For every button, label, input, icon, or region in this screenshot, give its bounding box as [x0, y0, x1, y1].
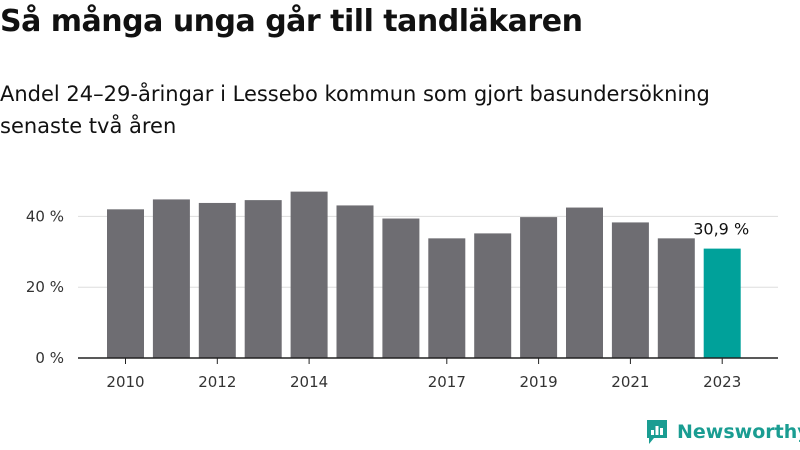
bar-2016 [382, 218, 420, 358]
chart-subtitle: Andel 24–29-åringar i Lessebo kommun som… [0, 82, 710, 138]
bar-2012 [198, 202, 236, 358]
x-tick-label: 2019 [520, 373, 558, 391]
bar-2020 [566, 207, 603, 358]
x-tick-label: 2012 [198, 373, 236, 391]
x-tick-label: 2010 [106, 373, 144, 391]
newsworthy-logo[interactable]: Newsworthy [645, 418, 800, 446]
newsworthy-logo-icon [647, 420, 667, 444]
bar-2021 [611, 222, 649, 358]
bar-2017 [428, 238, 466, 358]
bar-2013 [244, 200, 282, 358]
bar-2023 [703, 248, 741, 358]
bar-2010 [107, 209, 144, 358]
bar-2011 [152, 199, 190, 358]
data-label: 30,9 % [693, 220, 749, 239]
bar-2022 [657, 238, 695, 358]
bar-2015 [336, 205, 374, 358]
x-tick-label: 2014 [290, 373, 328, 391]
chart-title: Så många unga går till tandläkaren [0, 4, 583, 39]
x-tick-label: 2023 [703, 373, 741, 391]
bar-2018 [474, 233, 512, 358]
x-tick-label: 2021 [611, 373, 649, 391]
y-tick-label: 40 % [26, 207, 64, 225]
x-tick-label: 2017 [428, 373, 466, 391]
bar-2019 [520, 217, 558, 358]
y-tick-label: 0 % [35, 349, 64, 367]
bar-2014 [290, 191, 328, 358]
brand-name: Newsworthy [677, 421, 800, 443]
y-tick-label: 20 % [26, 278, 64, 296]
